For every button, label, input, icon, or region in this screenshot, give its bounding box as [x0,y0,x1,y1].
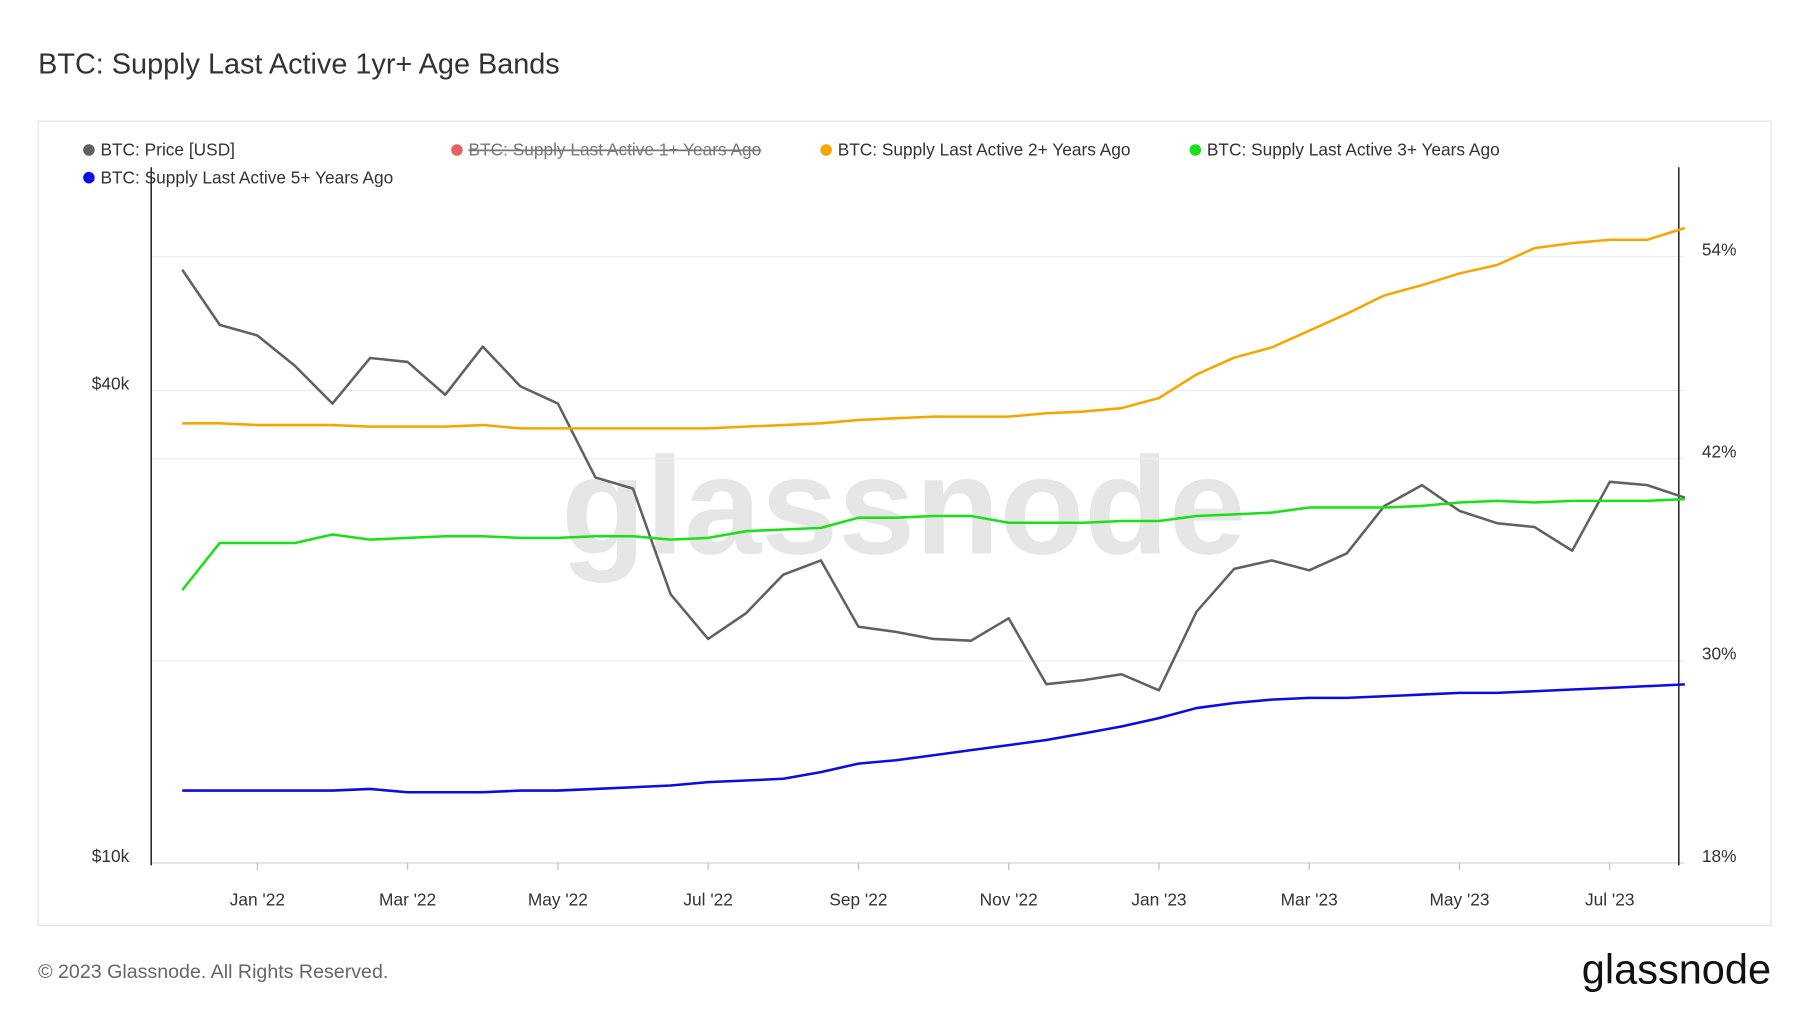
x-tick-label: Jan '23 [1131,890,1186,910]
x-tick-label: May '22 [528,890,588,910]
x-tick-label: Nov '22 [980,890,1038,910]
x-tick-label: Jul '22 [683,890,732,910]
watermark: glassnode [561,429,1246,583]
legend-marker[interactable] [1189,144,1202,156]
legend-label[interactable]: BTC: Supply Last Active 2+ Years Ago [838,140,1131,160]
x-tick-label: Jan '22 [230,890,285,910]
y-tick-label: 42% [1702,442,1737,462]
legend-marker[interactable] [451,144,463,156]
x-tick-label: May '23 [1429,890,1489,910]
y-tick-label: $10k [92,846,130,866]
series-line [182,683,1685,794]
legend-label[interactable]: BTC: Supply Last Active 5+ Years Ago [100,167,393,187]
x-tick-label: Mar '22 [379,890,436,910]
brand-logo: glassnode [1582,946,1771,993]
legend-label[interactable]: BTC: Supply Last Active 1+ Years Ago [468,140,761,160]
legend-label[interactable]: BTC: Price [USD] [100,140,235,160]
legend-marker[interactable] [820,144,832,156]
y-tick-label: 30% [1702,644,1737,664]
legend-marker[interactable] [83,144,95,156]
series-line [181,497,1685,591]
series-line [181,269,1686,692]
x-tick-label: Sep '22 [829,890,887,910]
y-tick-label: 18% [1702,846,1737,866]
x-tick-label: Jul '23 [1585,890,1634,910]
legend-label[interactable]: BTC: Supply Last Active 3+ Years Ago [1207,140,1500,160]
y-tick-label: 54% [1702,239,1737,259]
footer: © 2023 Glassnode. All Rights Reserved. [38,961,388,983]
legend-marker[interactable] [83,171,95,184]
y-tick-label: $40k [92,373,130,393]
chart-title: BTC: Supply Last Active 1yr+ Age Bands [38,48,560,80]
x-tick-label: Mar '23 [1281,890,1338,910]
series-line [182,226,1686,430]
